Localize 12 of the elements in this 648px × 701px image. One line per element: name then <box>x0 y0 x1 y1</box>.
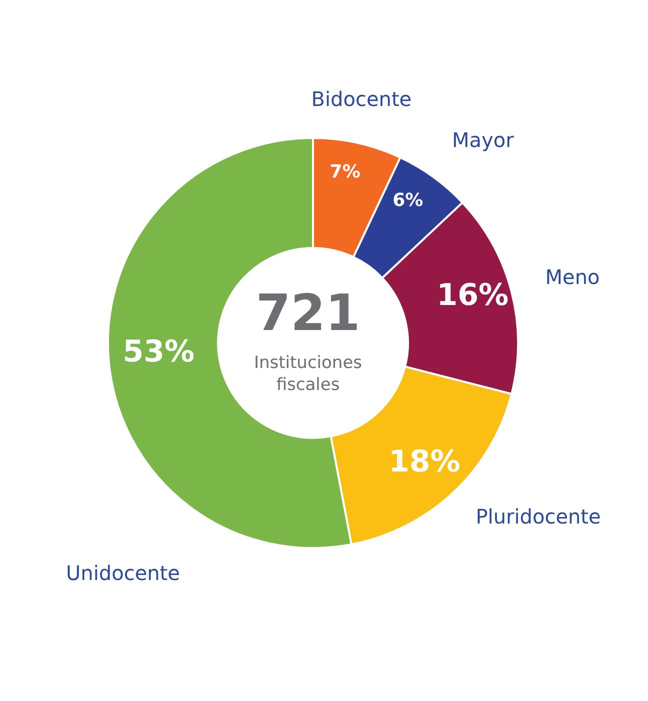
slice-label: Unidocente <box>66 561 180 585</box>
text: 721 <box>256 284 360 342</box>
data-label: 7% <box>330 162 360 183</box>
text: Instituciones fiscales <box>254 353 362 395</box>
slice-label: Pluridocente <box>476 504 601 529</box>
data-label: 53% <box>122 334 195 370</box>
slice-label: Bidocente <box>311 86 412 111</box>
data-label: 6% <box>392 190 424 211</box>
slice-label: Meno <box>545 265 600 290</box>
data-label: 16% <box>436 278 509 314</box>
data-label: 18% <box>388 444 460 480</box>
slice-label: Mayor <box>452 128 515 152</box>
